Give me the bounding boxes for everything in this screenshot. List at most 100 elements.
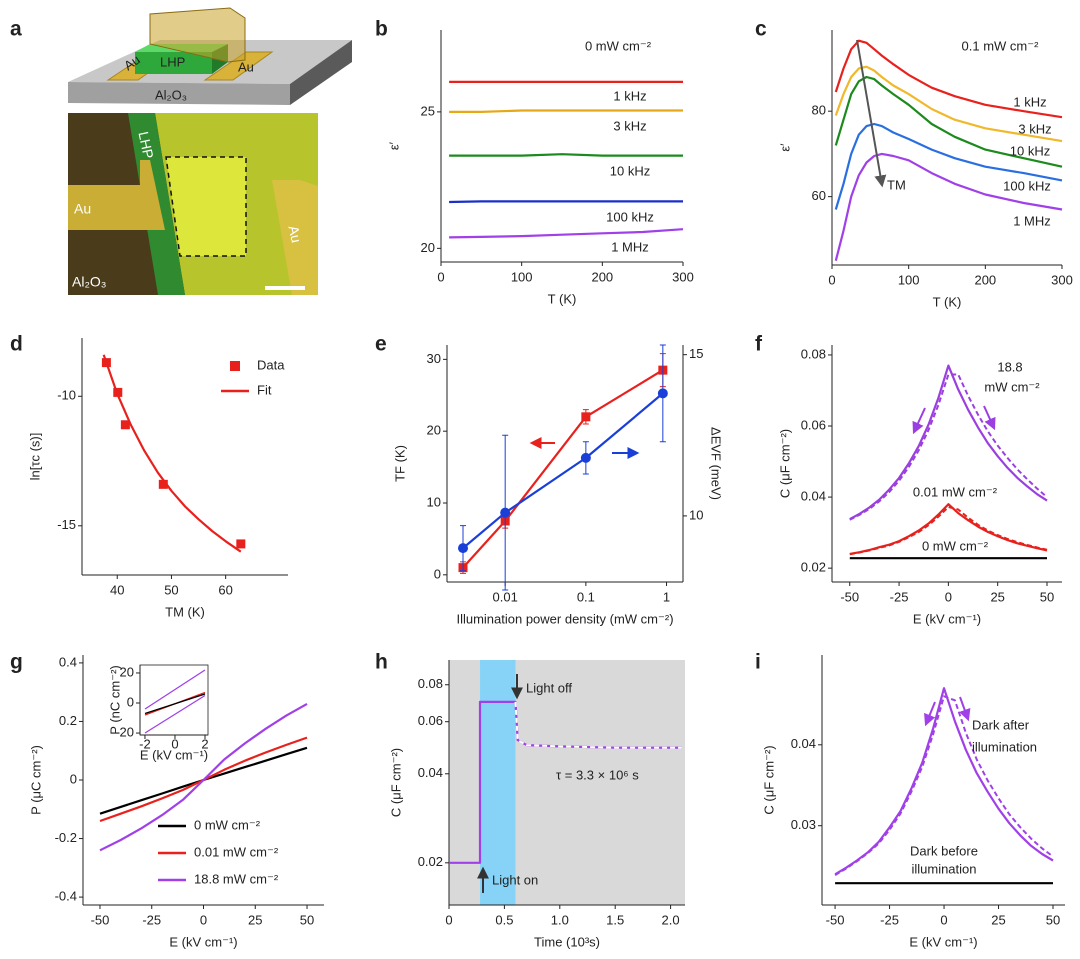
x-tick-label: 50 (164, 582, 178, 597)
x-axis-label: E (kV cm⁻¹) (909, 934, 977, 949)
y-axis-label: ln[τc (s)] (27, 433, 42, 481)
series-label: 1 kHz (1013, 94, 1046, 109)
panel-letter: b (375, 18, 388, 41)
arrow (924, 701, 936, 727)
y2-axis-label: ΔEVF (meV) (709, 427, 724, 500)
annotation: illumination (911, 861, 976, 876)
label: Al₂O₃ (72, 274, 106, 290)
y-tick-label: 30 (427, 351, 441, 366)
data-point (657, 388, 668, 399)
series-line (449, 700, 682, 864)
panel-letter: i (755, 651, 761, 674)
y-axis-label: P (nC cm⁻²) (107, 665, 122, 734)
annotation: 0.1 mW cm⁻² (962, 38, 1040, 53)
x-tick-label: 100 (511, 269, 533, 284)
x-tick-label: 0.5 (495, 912, 513, 927)
series-line (834, 152, 1063, 261)
y-tick-label: 0.06 (418, 713, 443, 728)
annotation: 0 mW cm⁻² (922, 538, 989, 553)
y-tick-label: 0.04 (418, 765, 443, 780)
arrow (959, 696, 971, 722)
data-point (500, 507, 511, 518)
y-tick-label: 0.06 (801, 417, 826, 432)
x-tick-label: 100 (898, 272, 920, 287)
x-axis-label: Illumination power density (mW cm⁻²) (456, 611, 673, 626)
y-axis-label: C (μF cm⁻²) (777, 429, 792, 498)
y-axis-label: ε′ (386, 141, 401, 150)
x-tick-label: 300 (672, 269, 694, 284)
lhp-front (135, 52, 212, 74)
series-label: 1 kHz (613, 88, 646, 103)
x-tick-label: -2 (139, 736, 151, 751)
series-line (514, 701, 682, 749)
data-point (580, 452, 591, 463)
x-axis-label: TM (K) (165, 604, 205, 619)
x-axis-label: Time (10³s) (534, 934, 600, 949)
y-tick-label: -10 (57, 388, 76, 403)
x-tick-label: -50 (840, 589, 859, 604)
y-tick-label: 20 (421, 240, 435, 255)
x-tick-label: 40 (110, 582, 124, 597)
panel-letter: c (755, 18, 767, 41)
y-axis-label: P (μC cm⁻²) (28, 745, 43, 815)
series-line (849, 364, 1048, 521)
series-line (102, 354, 242, 553)
x-axis-label: T (K) (548, 291, 577, 306)
series-label: 100 kHz (606, 209, 654, 224)
series-label: 1 MHz (1013, 213, 1051, 228)
annotation: illumination (972, 739, 1037, 754)
active-area (165, 156, 247, 257)
panel-letter: e (375, 333, 387, 356)
x-tick-label: 300 (1051, 272, 1073, 287)
x-tick-label: 25 (991, 912, 1005, 927)
panel-letter: f (755, 333, 763, 356)
arrow (912, 407, 926, 435)
panel-letter: h (375, 651, 388, 674)
y-tick-label: 0 (70, 771, 77, 786)
series-line (144, 693, 206, 715)
annotation: Dark after (972, 717, 1030, 732)
y-tick-label: 20 (427, 423, 441, 438)
series-label: 1 MHz (611, 239, 649, 254)
annotation: 0.01 mW cm⁻² (913, 484, 998, 499)
x-tick-label: 1.5 (606, 912, 624, 927)
label: Au (74, 201, 91, 217)
x-tick-label: 25 (990, 589, 1004, 604)
legend-label: 0 mW cm⁻² (194, 817, 261, 832)
y-tick-label: 10 (427, 494, 441, 509)
x-tick-label: -50 (826, 912, 845, 927)
x-axis-label: E (kV cm⁻¹) (913, 611, 981, 626)
y-tick-label: -0.2 (55, 830, 77, 845)
series-line (849, 506, 1048, 556)
y-tick-label: 0.02 (418, 854, 443, 869)
y-tick-label: 0.04 (791, 736, 816, 751)
x-tick-label: 0 (828, 272, 835, 287)
y-tick-label: 0.2 (59, 713, 77, 728)
label: LHP (160, 54, 185, 69)
data-point (458, 543, 469, 554)
y-tick-label: 0.4 (59, 654, 77, 669)
au-pad (68, 160, 165, 230)
x-tick-label: 2 (201, 736, 208, 751)
series-line (99, 702, 308, 852)
micrograph: LHP Au Au Al₂O₃ (68, 113, 318, 295)
x-tick-label: 0 (445, 912, 452, 927)
data-point (581, 412, 591, 422)
annotation: Light on (492, 872, 538, 887)
y-axis-label: C (μF cm⁻²) (388, 748, 403, 817)
y-tick-label: 20 (120, 664, 134, 679)
legend-label: Fit (257, 382, 272, 397)
x-tick-label: 0.1 (577, 589, 595, 604)
series-label: 10 kHz (1010, 143, 1050, 158)
x-tick-label: 60 (218, 582, 232, 597)
panel-letter: g (10, 651, 23, 674)
y2-tick-label: 10 (689, 507, 703, 522)
x-tick-label: -25 (142, 912, 161, 927)
x-tick-label: 1 (663, 589, 670, 604)
label: Au (285, 224, 304, 244)
x-tick-label: -25 (880, 912, 899, 927)
x-tick-label: 0 (437, 269, 444, 284)
series-line (144, 694, 206, 734)
annotation: 0 mW cm⁻² (585, 38, 652, 53)
series-line (462, 392, 664, 549)
